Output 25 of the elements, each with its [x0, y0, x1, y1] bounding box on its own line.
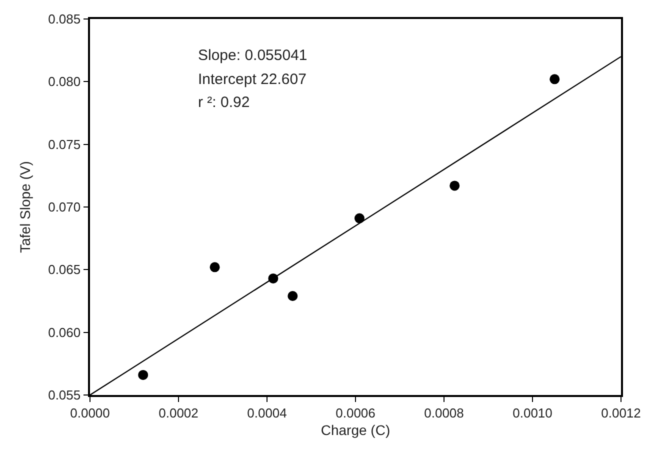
y-axis-title: Tafel Slope (V) [17, 161, 34, 253]
point [210, 262, 220, 272]
x-axis-title: Charge (C) [320, 422, 390, 438]
x-tick-label: 0.0010 [512, 405, 552, 420]
x-tick-label: 0.0008 [424, 405, 464, 420]
y-tick-label: 0.060 [48, 324, 81, 340]
x-tick-label: 0.0002 [158, 405, 198, 420]
point [450, 180, 460, 191]
x-tick-label: 0.0012 [601, 405, 641, 420]
point [288, 290, 298, 301]
annotation: Intercept 22.607 [198, 71, 306, 88]
y-tick-label: 0.065 [48, 262, 81, 278]
annotation: Slope: 0.055041 [198, 47, 308, 64]
y-tick-label: 0.075 [48, 136, 81, 152]
y-tick-label: 0.070 [48, 200, 81, 215]
y-tick-label: 0.080 [48, 74, 81, 90]
point [550, 74, 560, 84]
x-tick-label: 0.0000 [70, 405, 110, 420]
point [138, 370, 148, 380]
x-tick-label: 0.0006 [336, 405, 376, 420]
y-tick-label: 0.085 [48, 12, 81, 27]
annotation: r ²: 0.92 [198, 94, 250, 111]
point [354, 213, 364, 224]
x-tick-label: 0.0004 [247, 405, 287, 420]
y-tick-label: 0.055 [48, 388, 81, 403]
